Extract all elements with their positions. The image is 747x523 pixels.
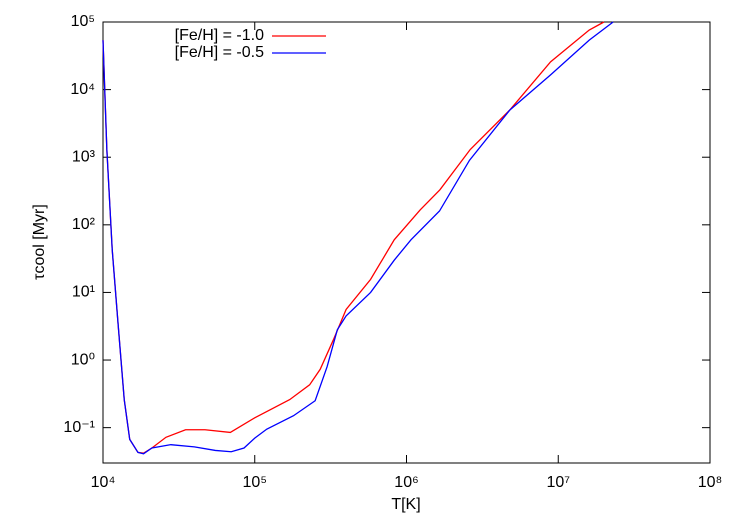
y-tick-label: 10² bbox=[72, 216, 96, 233]
y-tick-label: 10¹ bbox=[72, 284, 95, 301]
x-tick-label: 10⁷ bbox=[546, 474, 570, 491]
x-tick-label: 10⁵ bbox=[243, 474, 267, 491]
y-axis-label: τcool [Myr] bbox=[31, 204, 48, 280]
y-tick-label: 10³ bbox=[72, 148, 96, 165]
series-line bbox=[102, 21, 614, 455]
legend-label: [Fe/H] = -0.5 bbox=[175, 44, 264, 61]
y-tick-label: 10⁰ bbox=[71, 351, 95, 368]
y-tick-label: 10⁵ bbox=[71, 13, 95, 30]
x-tick-label: 10⁴ bbox=[91, 474, 116, 491]
y-tick-label: 10⁴ bbox=[70, 81, 95, 98]
legend-label: [Fe/H] = -1.0 bbox=[175, 27, 264, 44]
plot-frame bbox=[102, 21, 711, 464]
x-tick-label: 10⁶ bbox=[394, 474, 418, 491]
x-tick-label: 10⁸ bbox=[698, 474, 723, 491]
y-tick-label: 10⁻¹ bbox=[63, 419, 95, 436]
x-axis-label: T[K] bbox=[391, 496, 420, 513]
series-line bbox=[102, 21, 605, 454]
